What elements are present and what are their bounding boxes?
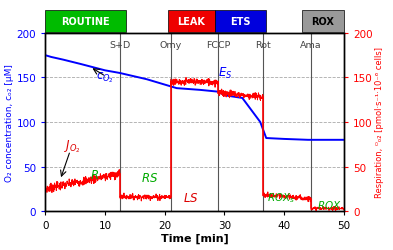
Y-axis label: Respiration, ᴼₒ₂ [pmol·s⁻¹·10⁻⁶ cells]: Respiration, ᴼₒ₂ [pmol·s⁻¹·10⁻⁶ cells] (375, 47, 384, 198)
Text: $\mathit{E}_S$: $\mathit{E}_S$ (219, 66, 233, 80)
Text: ETS: ETS (231, 17, 251, 27)
Text: $\mathit{J}_{O_2}$: $\mathit{J}_{O_2}$ (64, 138, 81, 155)
X-axis label: Time [min]: Time [min] (161, 233, 228, 243)
Text: $\mathit{R}$: $\mathit{R}$ (90, 168, 99, 181)
Text: LEAK: LEAK (178, 17, 206, 27)
Text: FCCP: FCCP (206, 41, 231, 50)
Text: ROX: ROX (312, 17, 334, 27)
Text: $\mathit{RS}$: $\mathit{RS}$ (141, 171, 158, 184)
Text: Ama: Ama (300, 41, 322, 50)
Text: ROUTINE: ROUTINE (61, 17, 110, 27)
Text: S+D: S+D (109, 41, 130, 50)
Text: Omy: Omy (160, 41, 182, 50)
Text: $\mathit{ROX}$: $\mathit{ROX}$ (317, 198, 342, 210)
Text: $\mathit{c}_{O_2}$: $\mathit{c}_{O_2}$ (96, 70, 114, 84)
Text: Rot: Rot (255, 41, 271, 50)
Y-axis label: O₂ concentration, cₒ₂ [μM]: O₂ concentration, cₒ₂ [μM] (5, 64, 14, 181)
Text: $\mathit{LS}$: $\mathit{LS}$ (183, 192, 198, 204)
Text: $\mathit{ROX}_s$: $\mathit{ROX}_s$ (267, 191, 296, 204)
